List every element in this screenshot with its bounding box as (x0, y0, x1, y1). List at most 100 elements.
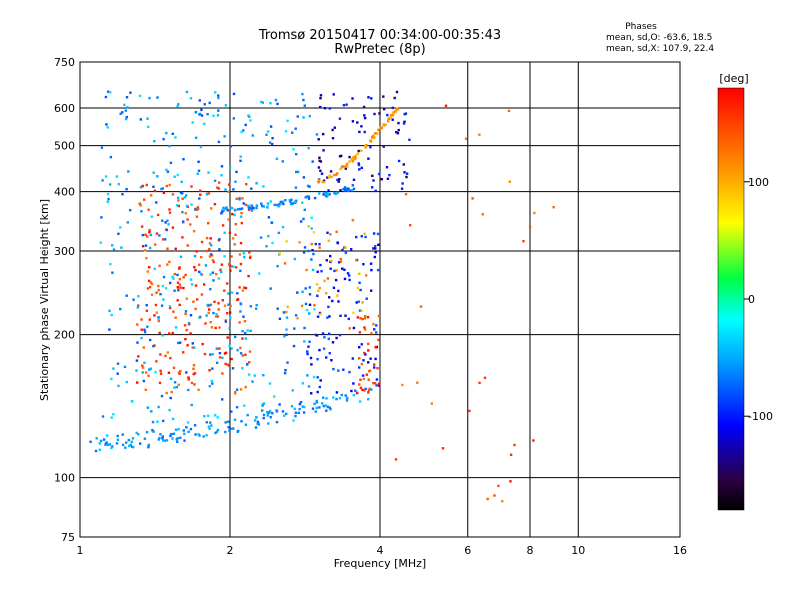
data-point (391, 111, 395, 114)
data-point (116, 438, 120, 441)
data-point (266, 414, 269, 417)
data-point (159, 372, 163, 375)
data-point (195, 250, 198, 253)
data-point (301, 290, 304, 293)
data-point (104, 443, 107, 446)
data-point (358, 130, 361, 134)
data-point (233, 243, 236, 246)
data-point (119, 112, 122, 115)
data-point (207, 414, 210, 417)
data-point (168, 408, 171, 412)
data-point (218, 352, 222, 355)
data-point (308, 303, 312, 306)
data-point (391, 118, 394, 121)
data-point (228, 183, 231, 186)
data-point (101, 415, 105, 418)
data-point (191, 121, 194, 124)
data-point (266, 410, 269, 414)
data-point (319, 105, 322, 109)
data-point (248, 361, 251, 364)
data-point (321, 402, 324, 405)
data-point (239, 346, 242, 350)
data-point (174, 247, 177, 250)
data-point (239, 388, 243, 391)
data-point (344, 394, 347, 397)
data-point (375, 378, 379, 381)
data-point (169, 377, 173, 381)
data-point (279, 200, 282, 204)
data-point (405, 175, 408, 179)
data-point (369, 262, 373, 265)
data-point (157, 316, 160, 319)
data-point (335, 173, 338, 176)
data-point (376, 132, 379, 135)
data-point (166, 247, 169, 250)
data-point (322, 396, 325, 399)
data-point (176, 104, 179, 108)
data-point (338, 333, 342, 337)
data-point (179, 255, 183, 258)
data-point (282, 202, 285, 206)
data-point (308, 185, 311, 188)
data-point (348, 274, 351, 277)
data-point (260, 202, 263, 205)
data-point (361, 317, 364, 321)
data-point (247, 206, 251, 210)
data-point (219, 268, 222, 271)
data-point (223, 135, 226, 138)
data-point (365, 373, 368, 376)
data-point (241, 197, 244, 200)
data-point (323, 181, 326, 184)
data-point (183, 439, 186, 442)
data-point (304, 196, 307, 199)
data-point (283, 372, 287, 375)
data-point (142, 379, 145, 383)
data-point (153, 140, 156, 143)
data-point (177, 204, 180, 208)
data-point (106, 90, 110, 93)
data-point (111, 445, 114, 448)
data-point (227, 303, 230, 306)
data-point (175, 385, 178, 389)
data-point (374, 251, 377, 254)
data-point (141, 371, 144, 374)
data-point (355, 259, 358, 262)
data-point (377, 338, 380, 342)
data-point (319, 169, 322, 172)
data-point (125, 441, 128, 444)
data-point (141, 364, 144, 367)
data-point (302, 411, 306, 414)
data-point (269, 125, 273, 128)
data-point (278, 252, 281, 255)
data-point (322, 149, 325, 152)
data-point (375, 331, 378, 334)
data-point (184, 273, 187, 277)
data-point (348, 278, 351, 282)
data-point (283, 414, 286, 417)
data-point (141, 233, 144, 237)
data-point (176, 281, 180, 284)
data-point (171, 417, 175, 421)
data-point (336, 294, 339, 297)
data-point (333, 191, 336, 195)
data-point (248, 251, 251, 254)
data-point (165, 228, 169, 232)
data-point (229, 145, 232, 148)
data-point (99, 439, 103, 443)
data-point (186, 421, 190, 424)
data-point (165, 439, 169, 442)
data-point (310, 363, 313, 366)
data-point (207, 222, 210, 225)
data-point (397, 128, 400, 132)
data-point (401, 182, 404, 185)
y-tick-label: 600 (54, 102, 75, 115)
data-point (158, 331, 161, 335)
data-point (210, 207, 213, 210)
data-point (240, 207, 244, 210)
data-point (291, 202, 294, 205)
data-point (157, 319, 160, 323)
data-point (369, 139, 372, 142)
data-point (375, 384, 378, 387)
data-point (239, 155, 242, 158)
data-point (160, 187, 163, 191)
